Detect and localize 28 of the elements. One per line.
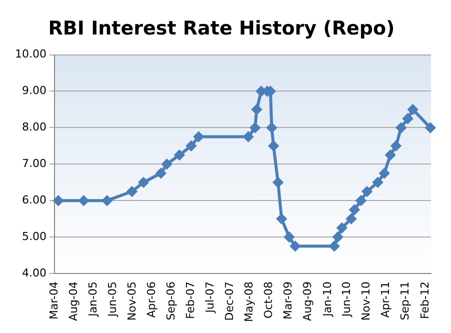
x-tick-label: Sep-06 bbox=[164, 281, 178, 320]
x-tick-label: Aug-09 bbox=[301, 281, 314, 321]
x-tick-label: Oct-08 bbox=[262, 281, 276, 318]
x-tick-label: Feb-12 bbox=[418, 281, 432, 319]
x-tick-label: Apr-06 bbox=[144, 281, 158, 318]
x-tick-label: May-08 bbox=[242, 281, 256, 322]
x-tick-label: Mar-04 bbox=[47, 281, 60, 320]
x-tick-label: Mar-09 bbox=[282, 281, 295, 320]
x-tick-label: Dec-07 bbox=[223, 281, 236, 321]
y-tick-label: 8.00 bbox=[22, 120, 46, 134]
x-tick-label: Nov-10 bbox=[360, 281, 373, 321]
x-tick-label: Jun-05 bbox=[106, 281, 119, 318]
y-tick-label: 4.00 bbox=[22, 266, 46, 280]
y-tick-label: 7.00 bbox=[22, 157, 46, 170]
x-tick-label: Nov-05 bbox=[126, 281, 139, 321]
x-tick-label: Sep-11 bbox=[398, 281, 412, 320]
y-tick-label: 9.00 bbox=[22, 84, 46, 98]
y-tick-label: 10.00 bbox=[14, 48, 46, 61]
y-tick-label: 6.00 bbox=[22, 193, 46, 206]
chart-title: RBI Interest Rate History (Repo) bbox=[48, 17, 395, 40]
x-tick-label: Jan-10 bbox=[320, 281, 334, 318]
x-tick-label: Jun-10 bbox=[340, 281, 354, 318]
x-tick-label: Jul-07 bbox=[203, 281, 216, 314]
x-tick-label: Aug-04 bbox=[66, 281, 80, 321]
x-tick-label: Feb-07 bbox=[184, 281, 198, 319]
y-tick-label: 5.00 bbox=[22, 230, 46, 243]
x-tick-label: Jan-05 bbox=[86, 281, 100, 318]
x-tick-label: Apr-11 bbox=[379, 281, 392, 318]
